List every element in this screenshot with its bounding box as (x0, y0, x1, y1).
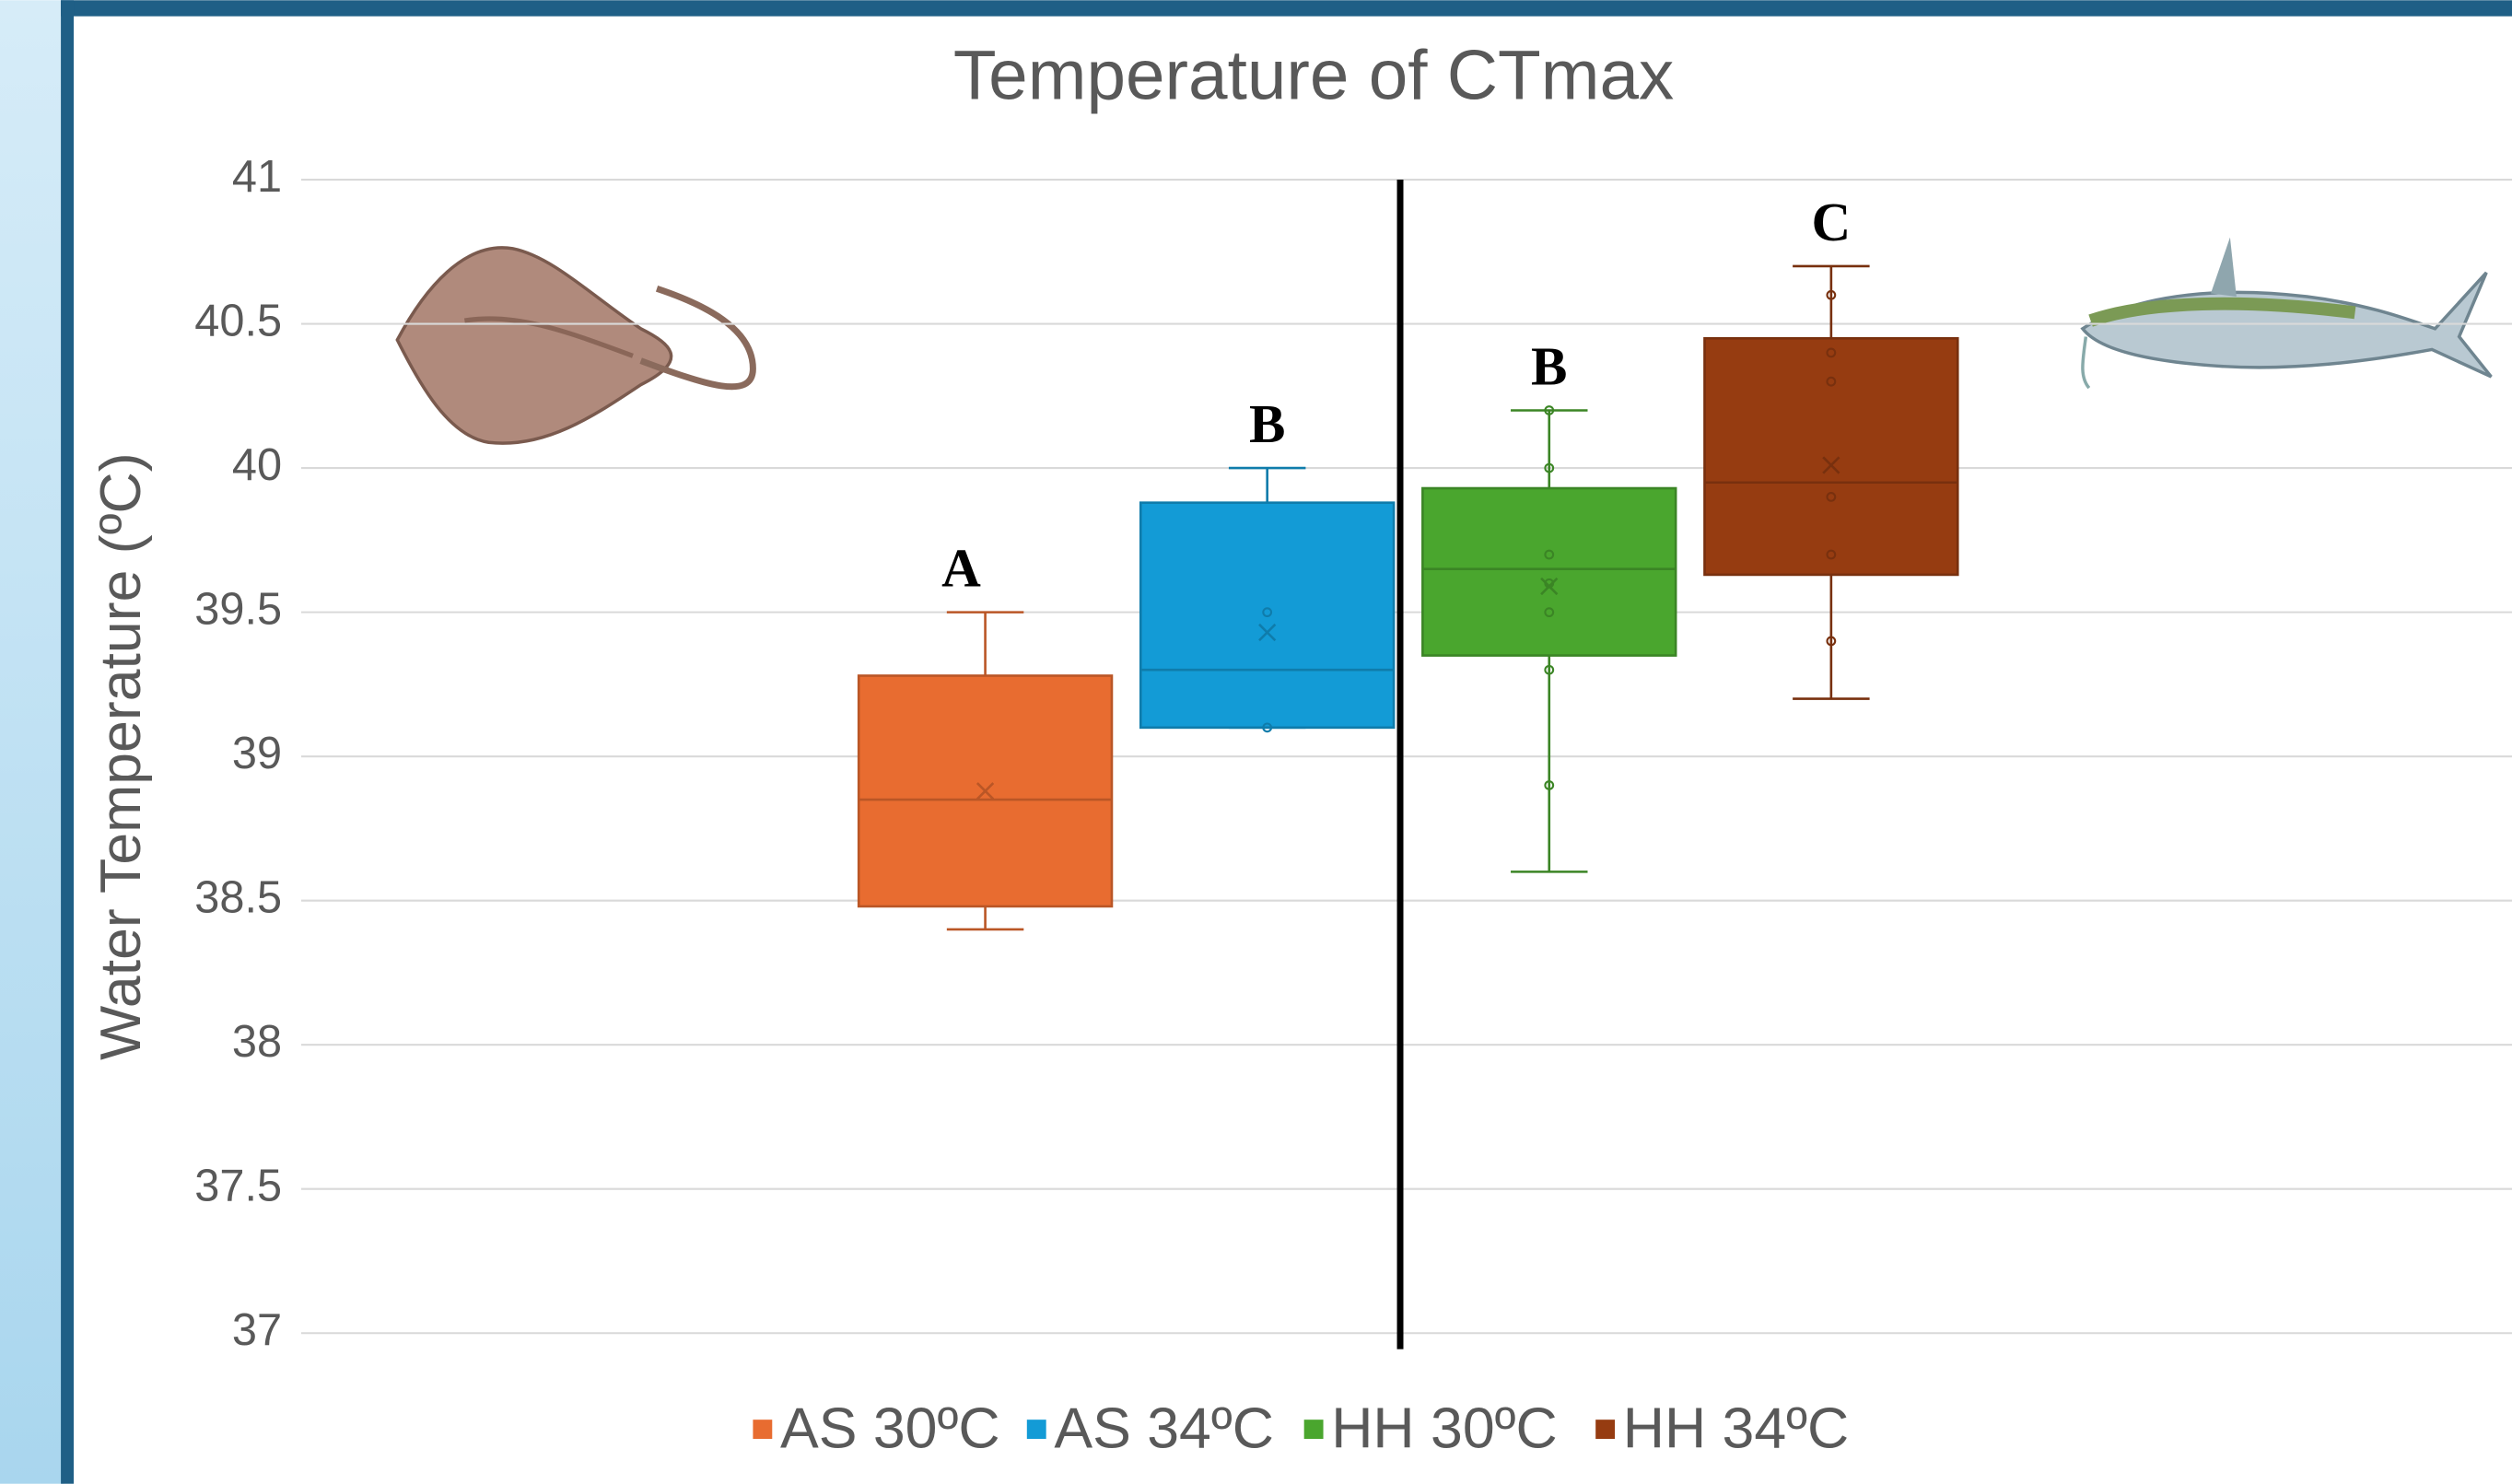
frame-left (61, 0, 75, 1484)
frame-top (61, 0, 2512, 17)
legend-label: AS 34ºC (1054, 1396, 1274, 1461)
data-point (1262, 722, 1273, 733)
data-point (1544, 549, 1555, 560)
box (1139, 501, 1396, 730)
mean-marker (1258, 623, 1277, 642)
data-point (1544, 462, 1555, 473)
stingray (395, 246, 756, 445)
group-letter: A (941, 537, 981, 598)
data-point (1826, 492, 1837, 502)
mean-marker (976, 782, 995, 800)
data-point (1544, 607, 1555, 618)
y-tick-label: 41 (232, 152, 282, 202)
data-point (1826, 636, 1837, 647)
legend-label: HH 34ºC (1623, 1396, 1850, 1461)
data-point (1826, 549, 1837, 560)
legend-swatch (1026, 1420, 1046, 1440)
mean-marker (1540, 577, 1559, 596)
chart-title: Temperature of CTmax (953, 36, 1674, 114)
y-tick-label: 40 (232, 440, 282, 490)
box (1421, 486, 1677, 657)
data-point (1826, 289, 1837, 300)
y-tick-label: 38.5 (194, 873, 282, 923)
group-letter: B (1249, 393, 1285, 454)
data-point (1544, 578, 1555, 589)
y-tick-label: 37 (232, 1305, 282, 1355)
y-tick-label: 38 (232, 1017, 282, 1067)
y-tick-label: 39 (232, 729, 282, 778)
catfish (2080, 237, 2493, 390)
box (1703, 336, 1959, 577)
mean-marker (1822, 456, 1840, 474)
legend-swatch (1595, 1420, 1616, 1440)
y-tick-label: 39.5 (194, 584, 282, 634)
data-point (1544, 664, 1555, 675)
data-point (1544, 780, 1555, 790)
side-band (0, 0, 64, 1484)
data-point (1826, 347, 1837, 358)
data-point (1262, 607, 1273, 618)
legend-label: AS 30ºC (780, 1396, 1000, 1461)
y-axis-label: Water Temperature (ºC) (88, 452, 153, 1059)
group-letter: C (1812, 192, 1852, 252)
data-point (1544, 405, 1555, 415)
legend-label: HH 30ºC (1331, 1396, 1558, 1461)
legend-swatch (1303, 1420, 1324, 1440)
y-tick-label: 40.5 (194, 296, 282, 345)
y-tick-label: 37.5 (194, 1162, 282, 1211)
group-letter: B (1531, 335, 1567, 396)
data-point (1826, 376, 1837, 387)
legend-swatch (753, 1420, 773, 1440)
